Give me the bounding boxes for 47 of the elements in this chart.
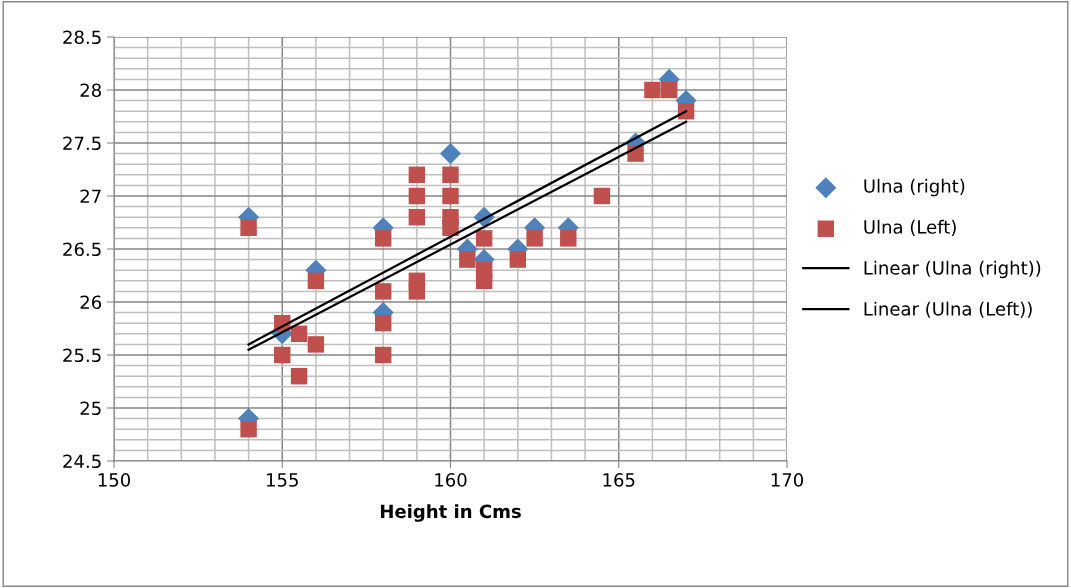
x-tick-label: 150 xyxy=(98,473,131,487)
point xyxy=(374,346,392,364)
y-tick-label: 26 xyxy=(80,295,102,310)
point xyxy=(408,208,426,226)
legend-label: Linear (Ulna (Left)) xyxy=(864,301,1032,318)
point xyxy=(374,314,392,332)
point xyxy=(459,251,476,268)
legend-label: Ulna (Left) xyxy=(864,219,956,236)
point xyxy=(408,187,426,205)
y-tick-label: 26.5 xyxy=(63,242,101,257)
point xyxy=(526,230,543,247)
point xyxy=(593,187,611,205)
y-tick-label: 25 xyxy=(80,401,101,416)
legend-label: Ulna (right) xyxy=(864,178,965,197)
point xyxy=(509,251,527,268)
legend-label: Linear (Ulna (right)) xyxy=(864,260,1041,279)
point xyxy=(290,367,308,385)
point xyxy=(442,219,459,237)
x-tick-label: 170 xyxy=(771,473,804,487)
point xyxy=(307,336,325,353)
y-tick-label: 28 xyxy=(80,83,101,98)
x-tick-label: 155 xyxy=(267,473,298,487)
point xyxy=(439,143,462,165)
point xyxy=(374,230,392,247)
point xyxy=(374,283,392,300)
point xyxy=(475,230,493,247)
point xyxy=(274,346,291,364)
point xyxy=(442,166,459,184)
point xyxy=(240,219,257,237)
point xyxy=(290,325,308,343)
point xyxy=(307,272,325,290)
y-tick-label: 25.5 xyxy=(63,348,101,363)
y-tick-label: 24.5 xyxy=(63,454,101,469)
x-axis-title: Height in Cms xyxy=(380,504,521,522)
point xyxy=(661,81,678,99)
y-tick-label: 27.5 xyxy=(63,136,101,151)
point xyxy=(240,420,257,438)
point xyxy=(408,166,426,184)
x-tick-label: 160 xyxy=(435,473,467,487)
y-tick-label: 27 xyxy=(80,189,101,203)
point xyxy=(644,81,661,99)
x-tick-label: 165 xyxy=(603,473,635,487)
point xyxy=(408,283,426,300)
y-tick-label: 28.5 xyxy=(63,30,101,45)
point xyxy=(560,230,577,247)
point xyxy=(475,272,493,290)
point xyxy=(442,187,459,205)
